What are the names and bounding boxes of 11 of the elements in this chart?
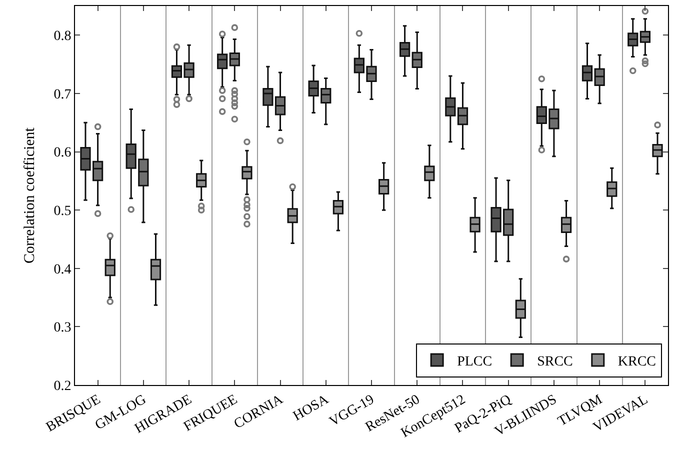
y-axis-title: Correlation coefficient <box>22 126 38 264</box>
y-tick-label: 0.4 <box>54 262 72 278</box>
y-tick-label: 0.8 <box>54 29 72 44</box>
y-tick-label: 0.6 <box>54 146 72 161</box>
y-tick-label: 0.5 <box>54 204 72 219</box>
y-tick-label: 0.2 <box>54 378 72 394</box>
legend-label: SRCC <box>537 354 573 370</box>
legend-label: PLCC <box>457 354 492 370</box>
legend-label: KRCC <box>618 354 656 370</box>
y-tick-label: 0.3 <box>54 320 72 336</box>
y-tick-label: 0.7 <box>54 87 72 102</box>
